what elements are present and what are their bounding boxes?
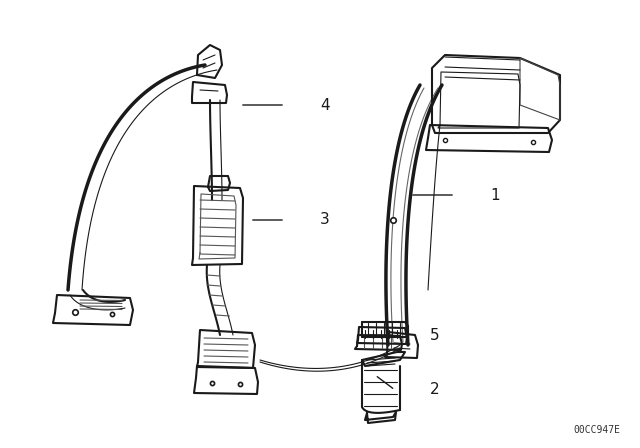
Text: 1: 1 xyxy=(490,188,500,202)
Text: 00CC947E: 00CC947E xyxy=(573,425,620,435)
Text: 3: 3 xyxy=(320,212,330,228)
Text: 2: 2 xyxy=(430,383,440,397)
Text: 5: 5 xyxy=(430,327,440,343)
Text: 4: 4 xyxy=(320,98,330,112)
